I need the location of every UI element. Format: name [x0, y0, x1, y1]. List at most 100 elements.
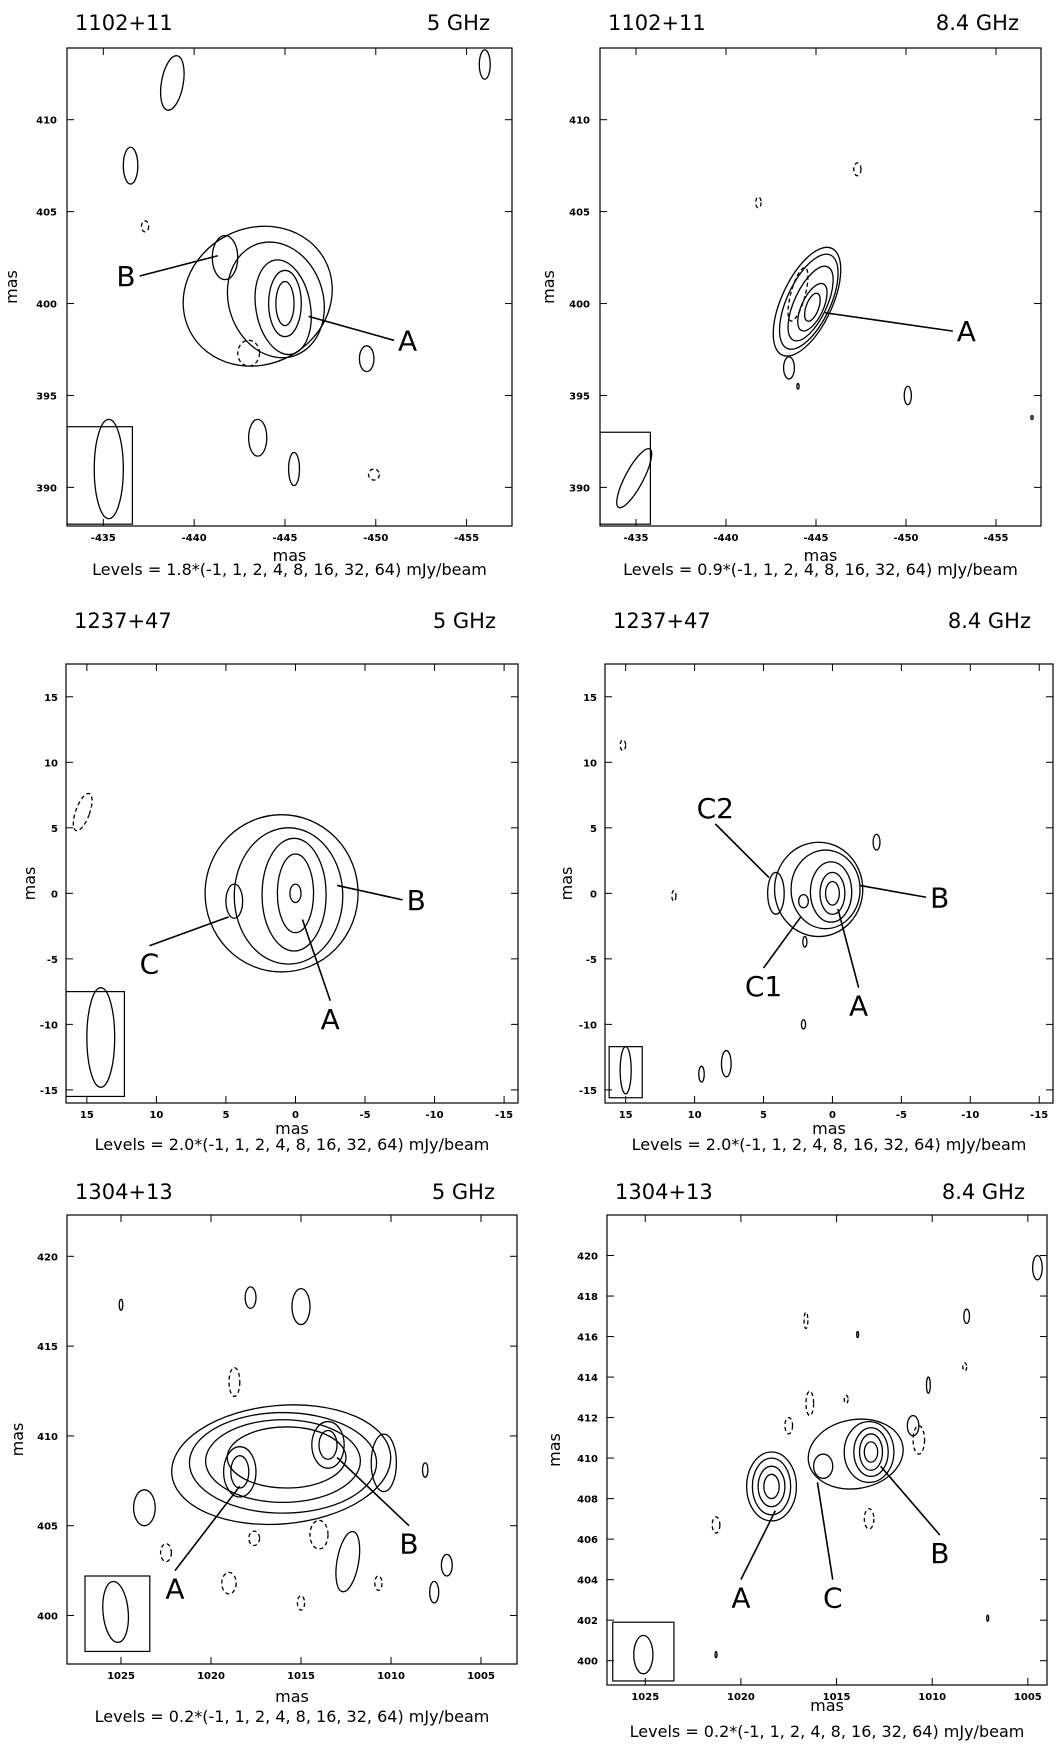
panel-2: 1102+11 8.4 GHz -435 -440 -445 -450 -455 390 395… [539, 11, 1042, 579]
y-tick-label: 390 [36, 483, 57, 494]
y-tick-label: 410 [36, 116, 57, 127]
y-tick-label: 410 [37, 1432, 58, 1443]
component-leader-line [762, 916, 802, 969]
component-leader-line [139, 254, 218, 277]
contour-line [289, 883, 302, 904]
contour-line [698, 1065, 705, 1083]
contour-line [275, 280, 295, 327]
y-tick-label: 412 [577, 1414, 598, 1425]
x-tick-label: 1020 [727, 1692, 755, 1703]
panel-source-name: 1304+13 [75, 1180, 173, 1204]
panel-frequency: 5 GHz [433, 609, 496, 633]
contour-line [903, 385, 913, 406]
component-label-c: C [823, 1582, 843, 1615]
contour-line [222, 1446, 257, 1498]
component-label-b: B [116, 260, 135, 293]
x-tick-label: -10 [961, 1110, 979, 1121]
contour-line [778, 253, 839, 350]
component-label-b: B [407, 884, 426, 917]
negative-contour [221, 1571, 237, 1595]
x-tick-label: 1005 [1014, 1692, 1042, 1703]
contour-line [132, 1489, 156, 1527]
contour-line [797, 282, 828, 332]
contour-map [67, 49, 491, 525]
y-tick-label: 400 [37, 1612, 58, 1623]
beam-box [66, 991, 126, 1098]
component-leader-line [337, 884, 403, 901]
component-label-a: A [731, 1582, 750, 1615]
y-tick-label: -5 [586, 955, 597, 966]
negative-contour [248, 1530, 261, 1547]
component-label-c1: C1 [745, 970, 782, 1003]
negative-contour [755, 196, 762, 209]
panel-frequency: 8.4 GHz [948, 609, 1031, 633]
component-label-c: C [140, 948, 160, 981]
component-leader-line [308, 315, 395, 342]
contour-line [714, 1650, 718, 1659]
y-tick-label: 414 [577, 1373, 598, 1384]
contour-line [963, 1308, 971, 1325]
panel-source-name: 1102+11 [75, 11, 173, 35]
y-tick-label: 402 [577, 1616, 598, 1627]
x-tick-label: -450 [893, 533, 918, 544]
x-tick-label: 0 [829, 1110, 836, 1121]
contour-line [856, 1330, 860, 1339]
y-tick-label: 0 [51, 889, 58, 900]
contour-line [276, 853, 315, 934]
contour-line [311, 1420, 345, 1469]
x-tick-label: -455 [983, 533, 1008, 544]
panel-frequency: 5 GHz [432, 1180, 495, 1204]
contour-line [225, 883, 244, 919]
x-axis-label: mas [810, 1696, 844, 1715]
negative-contour [296, 1595, 306, 1611]
contour-line [171, 1404, 392, 1526]
contour-levels-caption: Levels = 0.2*(-1, 1, 2, 4, 8, 16, 32, 64… [95, 1707, 490, 1726]
y-tick-label: 0 [590, 889, 597, 900]
y-axis-label: mas [8, 1423, 27, 1457]
y-tick-label: 418 [577, 1292, 598, 1303]
beam-ellipse [86, 987, 116, 1088]
contour-line [796, 382, 800, 390]
y-tick-label: 405 [36, 208, 57, 219]
component-label-a: A [321, 1003, 340, 1036]
y-tick-label: -15 [579, 1086, 597, 1097]
x-tick-label: -440 [182, 533, 207, 544]
panel-6: 1304+13 8.4 GHz 1025 1020 1015 1010 1005 400 402… [545, 1180, 1048, 1741]
component-leader-line [816, 1482, 834, 1580]
x-tick-label: -15 [1030, 1110, 1048, 1121]
y-tick-label: 416 [577, 1333, 598, 1344]
contour-line [230, 1455, 250, 1489]
contour-line [1032, 1254, 1043, 1281]
negative-contour [805, 1390, 815, 1417]
negative-contour [72, 792, 93, 832]
component-label-b: B [399, 1528, 418, 1561]
component-label-a: A [398, 324, 417, 357]
y-tick-label: 404 [577, 1576, 598, 1587]
panel-source-name: 1102+11 [608, 11, 706, 35]
y-tick-label: 415 [37, 1342, 58, 1353]
component-leader-line [824, 311, 953, 332]
y-axis-label: mas [545, 1433, 564, 1467]
component-leader-line [149, 916, 229, 947]
contour-levels-caption: Levels = 0.2*(-1, 1, 2, 4, 8, 16, 32, 64… [630, 1722, 1025, 1741]
contour-line [318, 1429, 338, 1460]
y-tick-label: 5 [51, 824, 58, 835]
y-tick-label: 15 [44, 693, 58, 704]
contour-map [612, 1254, 1043, 1682]
x-tick-label: 5 [760, 1110, 767, 1121]
contour-line [244, 1286, 257, 1310]
contour-line [824, 880, 840, 906]
contour-line [751, 1457, 792, 1516]
panel-4: 1237+47 8.4 GHz 15 10 5 0 -5 -10 -15 -15 -10 -5 0 5 10… [557, 609, 1054, 1154]
component-leader-line [714, 823, 770, 879]
contour-map [66, 792, 359, 1098]
y-tick-label: 15 [583, 693, 597, 704]
y-tick-label: 10 [583, 758, 597, 769]
panel-source-name: 1237+47 [613, 609, 711, 633]
contour-map [84, 1286, 453, 1653]
contour-line [757, 1465, 786, 1508]
x-tick-label: 1010 [377, 1671, 405, 1682]
negative-contour [711, 1516, 721, 1534]
y-tick-label: 405 [37, 1522, 58, 1533]
